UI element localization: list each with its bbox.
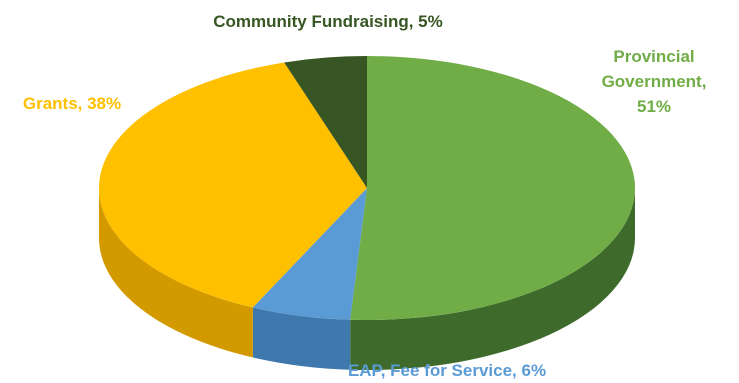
data-label-line: 51% (637, 97, 671, 116)
data-label-line: Government, (602, 72, 707, 91)
pie-label-layer: Provincial Government, 51% EAP, Fee for Ser… (23, 12, 707, 380)
pie-side-layer (98, 188, 635, 370)
data-label-grants: Grants, 38% (23, 94, 121, 113)
pie-side-eap-fee-for-service (252, 307, 351, 370)
data-label-provincial-government: Provincial Government, 51% (602, 47, 707, 116)
pie-slice-provincial-government (350, 56, 635, 320)
data-label-eap-fee-for-service: EAP, Fee for Service, 6% (348, 361, 546, 380)
data-label-line: Community Fundraising, 5% (213, 12, 443, 31)
pie-top-layer (98, 56, 635, 320)
data-label-community-fundraising: Community Fundraising, 5% (213, 12, 443, 31)
data-label-line: Grants, 38% (23, 94, 121, 113)
pie-slice-grants (98, 62, 367, 308)
pie-slice-eap-fee-for-service (252, 188, 367, 320)
data-label-line: EAP, Fee for Service, 6% (348, 361, 546, 380)
data-label-line: Provincial (613, 47, 694, 66)
pie-slice-community-fundraising (284, 56, 367, 188)
pie-side-grants (98, 188, 253, 358)
pie-side-provincial-government (350, 188, 635, 370)
